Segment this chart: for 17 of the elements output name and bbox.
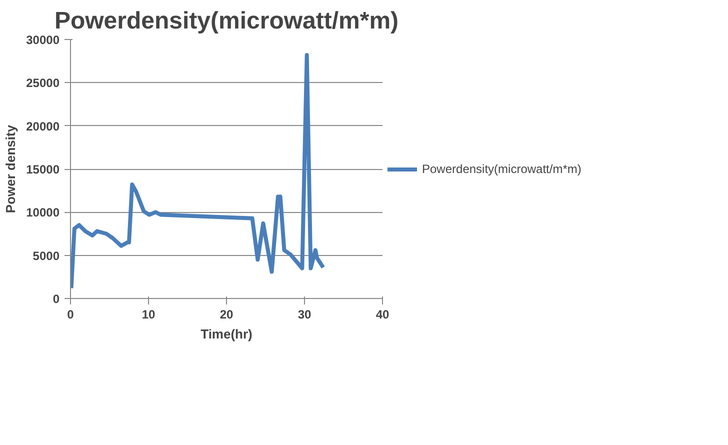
y-tick-label: 30000: [26, 33, 60, 47]
y-tick-label: 0: [52, 292, 60, 306]
x-tick-label: 40: [376, 308, 390, 322]
x-tick-label: 0: [67, 308, 74, 322]
chart-title: Powerdensity(microwatt/m*m): [54, 8, 399, 34]
y-tick-label: 15000: [26, 162, 60, 176]
y-tick-label: 5000: [32, 248, 60, 263]
legend-label: Powerdensity(microwatt/m*m): [422, 162, 582, 176]
line-series: [70, 53, 326, 290]
y-tick-label: 20000: [26, 119, 60, 134]
y-tick-label: 10000: [26, 206, 60, 220]
y-axis-title: Power density: [3, 124, 18, 214]
y-tick-label: 25000: [26, 76, 60, 90]
x-tick-label: 10: [142, 308, 156, 322]
x-tick-label: 20: [220, 308, 234, 322]
x-tick-label: 30: [298, 308, 312, 322]
x-axis-title: Time(hr): [200, 326, 252, 342]
